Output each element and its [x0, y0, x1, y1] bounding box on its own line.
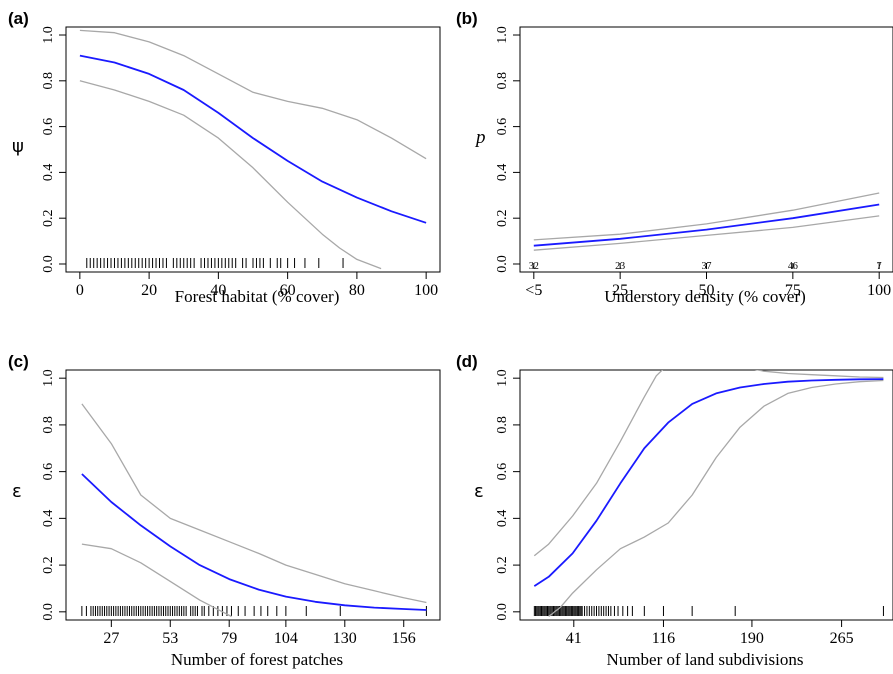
x-tick-label: 100 [867, 282, 891, 299]
x-tick-label: 116 [652, 630, 675, 647]
panel-b: (b) p Understory density (% cover) <5 25 5… [456, 9, 893, 306]
x-tick-label: 40 [210, 282, 226, 299]
x-tick-label: 100 [414, 282, 438, 299]
x-tick-label: 75 [785, 282, 801, 299]
y-tick-label: 0.8 [495, 416, 510, 434]
y-tick-label: 0.4 [495, 510, 510, 528]
lower-ci-curve [548, 379, 884, 618]
x-tick-label: 80 [349, 282, 365, 299]
y-tick-label: 1.0 [41, 26, 56, 44]
y-tick-label: 1.0 [41, 369, 56, 387]
count-label: 46 [788, 261, 798, 272]
panel-d-xlabel: Number of land subdivisions [607, 650, 804, 669]
y-tick-label: 0.6 [495, 118, 510, 136]
x-tick-label: 104 [274, 630, 298, 647]
lower-ci-curve [533, 215, 880, 251]
x-tick-label: 50 [699, 282, 715, 299]
panel-c-ylabel: ε [12, 481, 22, 502]
panel-d-ylabel: ε [474, 481, 484, 502]
panel-a: (a) ψ Forest habitat (% cover) 0 20 40 60 80… [8, 9, 441, 306]
fitted-curve [533, 203, 880, 247]
panel-b-label: (b) [456, 9, 478, 28]
x-tick-label: 53 [162, 630, 178, 647]
y-tick-label: 0.6 [495, 463, 510, 481]
y-tick-label: 0.6 [41, 463, 56, 481]
y-tick-label: 0.4 [495, 164, 510, 182]
upper-ci-curve [79, 29, 427, 160]
x-tick-label: 27 [103, 630, 119, 647]
y-tick-label: 0.0 [495, 255, 510, 273]
panel-b-xlabel: Understory density (% cover) [604, 287, 806, 306]
count-label: 37 [702, 261, 712, 272]
x-tick-label: 265 [830, 630, 854, 647]
y-tick-label: 0.0 [495, 603, 510, 621]
count-label: 7 [877, 261, 882, 272]
panel-a-label: (a) [8, 9, 29, 28]
y-tick-label: 0.8 [495, 72, 510, 90]
x-tick-label: <5 [525, 282, 542, 299]
plot-frame [65, 26, 441, 273]
x-tick-label: 60 [280, 282, 296, 299]
panel-c-label: (c) [8, 352, 29, 371]
y-tick-label: 1.0 [495, 26, 510, 44]
y-tick-label: 0.0 [41, 255, 56, 273]
y-tick-label: 1.0 [495, 369, 510, 387]
fitted-curve [81, 473, 427, 611]
y-tick-label: 0.2 [41, 209, 56, 227]
panel-d: (d) ε Number of land subdivisions 41 116 1… [456, 352, 893, 669]
x-tick-label: 79 [221, 630, 237, 647]
x-tick-label: 130 [333, 630, 357, 647]
fitted-curve [533, 378, 884, 587]
lower-ci-curve [81, 543, 232, 618]
y-tick-label: 0.6 [41, 118, 56, 136]
panel-a-xlabel: Forest habitat (% cover) [175, 287, 340, 306]
y-tick-label: 0.8 [41, 416, 56, 434]
panel-b-ylabel: p [474, 127, 486, 148]
y-tick-label: 0.2 [495, 556, 510, 574]
x-tick-label: 25 [612, 282, 628, 299]
x-tick-label: 190 [740, 630, 764, 647]
upper-ci-curve [533, 192, 880, 241]
y-tick-label: 0.0 [41, 603, 56, 621]
y-tick-label: 0.4 [41, 510, 56, 528]
count-label: 32 [529, 261, 539, 272]
upper-ci-curve [81, 403, 427, 604]
plot-frame [519, 369, 893, 621]
y-tick-label: 0.2 [495, 209, 510, 227]
y-tick-label: 0.8 [41, 72, 56, 90]
count-label: 23 [615, 261, 625, 272]
plot-frame [65, 369, 441, 621]
panel-d-label: (d) [456, 352, 478, 371]
x-tick-label: 0 [76, 282, 84, 299]
fitted-curve [79, 54, 427, 224]
x-tick-label: 41 [566, 630, 582, 647]
panel-c-xlabel: Number of forest patches [171, 650, 343, 669]
lower-ci-curve [79, 80, 382, 270]
panel-c: (c) ε Number of forest patches 27 53 79 104… [8, 352, 441, 669]
x-tick-label: 20 [141, 282, 157, 299]
y-tick-label: 0.2 [41, 556, 56, 574]
panel-a-ylabel: ψ [12, 136, 24, 157]
y-tick-label: 0.4 [41, 164, 56, 182]
x-tick-label: 156 [392, 630, 416, 647]
upper-ci-curve [533, 370, 884, 557]
